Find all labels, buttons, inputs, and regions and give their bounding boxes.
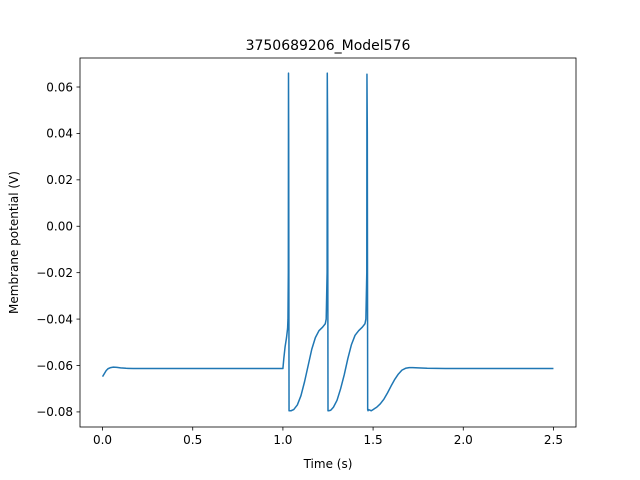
y-axis: −0.08 −0.06 −0.04 −0.02 0.00 0.02 0.04 0.06: [36, 80, 80, 419]
y-tick-label: −0.06: [36, 359, 73, 373]
y-tick-label: 0.06: [46, 80, 73, 94]
y-axis-label: Membrane potential (V): [7, 171, 21, 314]
x-tick-label: 2.0: [454, 433, 473, 447]
y-tick-label: −0.04: [36, 312, 73, 326]
x-axis: 0.0 0.5 1.0 1.5 2.0 2.5: [93, 427, 563, 447]
y-tick-label: −0.02: [36, 266, 73, 280]
x-tick-label: 0.0: [93, 433, 112, 447]
chart-title: 3750689206_Model576: [246, 38, 411, 54]
y-tick-label: 0.04: [46, 127, 73, 141]
x-tick-label: 1.0: [273, 433, 292, 447]
y-tick-label: 0.00: [46, 220, 73, 234]
membrane-potential-line: [101, 72, 554, 412]
y-tick-label: 0.02: [46, 173, 73, 187]
plot-area: [79, 57, 577, 428]
axes-frame: [79, 57, 577, 428]
x-axis-label: Time (s): [303, 457, 353, 471]
x-tick-label: 2.5: [544, 433, 563, 447]
x-tick-label: 1.5: [364, 433, 383, 447]
x-tick-label: 0.5: [183, 433, 202, 447]
y-tick-label: −0.08: [36, 405, 73, 419]
